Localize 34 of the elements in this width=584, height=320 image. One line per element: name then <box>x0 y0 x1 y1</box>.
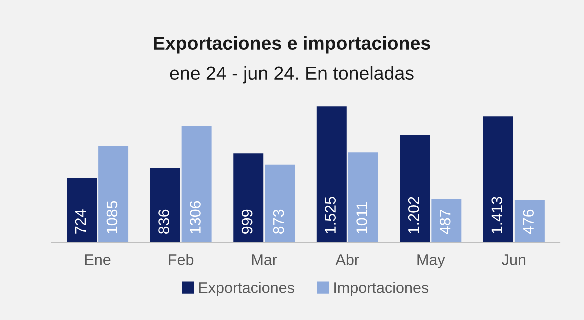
x-tick-label: Jun <box>502 254 526 266</box>
x-tick-label: Mar <box>252 254 278 266</box>
data-label: 724 <box>75 210 86 234</box>
data-label: 1085 <box>106 201 118 234</box>
data-label: 1011 <box>356 202 368 234</box>
x-tick-label: Ene <box>85 254 111 266</box>
bar <box>400 136 430 243</box>
data-label: 1.202 <box>408 197 420 234</box>
bar <box>316 106 347 243</box>
data-label: 1306 <box>190 201 201 234</box>
x-tick-label: Abr <box>336 254 360 266</box>
bar <box>234 154 264 243</box>
data-label: 487 <box>440 210 451 234</box>
bar <box>432 199 462 243</box>
bar <box>182 126 212 243</box>
bar <box>265 164 296 243</box>
data-label: 873 <box>273 210 284 234</box>
data-label: 999 <box>242 210 253 234</box>
x-tick-label: May <box>418 254 446 268</box>
x-tick-label: Feb <box>169 254 194 266</box>
data-label: 1.525 <box>325 197 336 234</box>
bar <box>150 168 180 243</box>
chart-title: Exportaciones e importaciones <box>154 36 430 54</box>
bar <box>98 146 129 243</box>
bar <box>348 152 378 243</box>
legend-label: Importaciones <box>334 282 429 296</box>
bar <box>514 200 545 243</box>
data-label: 1.413 <box>492 197 503 234</box>
data-label: 476 <box>523 210 534 234</box>
bar <box>67 178 98 243</box>
chart-subtitle: ene 24 - jun 24. En toneladas <box>170 66 414 84</box>
bar <box>483 116 514 243</box>
legend-label: Exportaciones <box>199 282 294 296</box>
data-label: 836 <box>158 210 170 234</box>
